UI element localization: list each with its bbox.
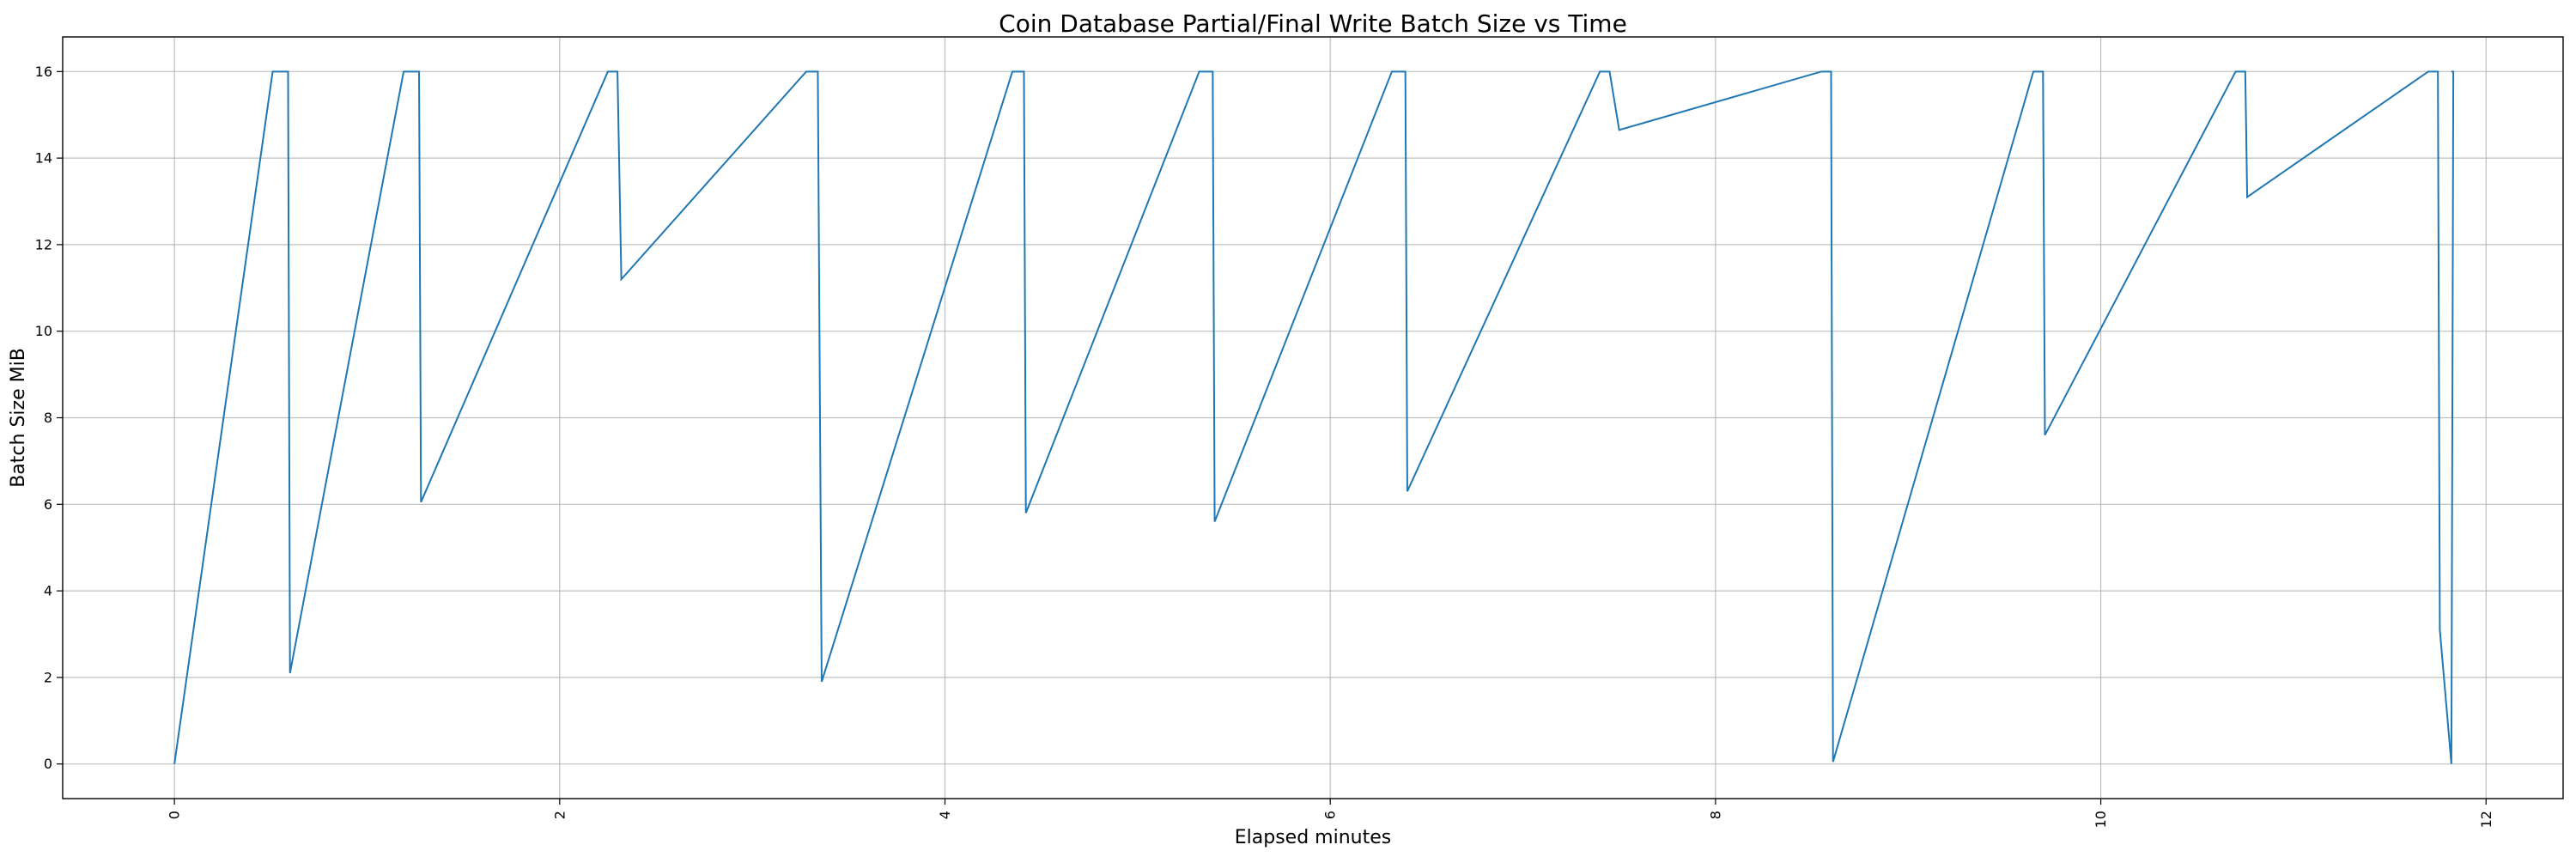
x-tick-label: 12 <box>2478 811 2494 828</box>
x-tick-label: 4 <box>937 811 953 819</box>
x-axis-label: Elapsed minutes <box>1235 827 1391 848</box>
y-tick-label: 6 <box>44 496 52 513</box>
x-tick-label: 2 <box>551 811 568 819</box>
grid-lines <box>63 37 2563 799</box>
y-tick-label: 16 <box>35 64 52 80</box>
y-axis-label: Batch Size MiB <box>8 348 29 488</box>
y-tick-label: 2 <box>44 669 52 685</box>
y-tick-label: 14 <box>35 150 52 167</box>
x-tick-label: 10 <box>2093 811 2109 828</box>
axis-ticks: 0 2 4 6 8 10 12 0 2 4 6 8 10 12 14 16 <box>35 64 2494 829</box>
y-tick-label: 0 <box>44 756 52 772</box>
series-line <box>173 70 2455 764</box>
chart-title: Coin Database Partial/Final Write Batch … <box>999 9 1627 38</box>
x-tick-label: 6 <box>1322 811 1339 819</box>
y-tick-label: 4 <box>44 583 52 599</box>
y-tick-label: 10 <box>35 323 52 339</box>
y-tick-label: 8 <box>44 410 52 426</box>
x-tick-label: 0 <box>167 811 183 819</box>
series-layer <box>173 70 2455 764</box>
x-tick-label: 8 <box>1707 811 1723 819</box>
y-tick-label: 12 <box>35 236 52 252</box>
